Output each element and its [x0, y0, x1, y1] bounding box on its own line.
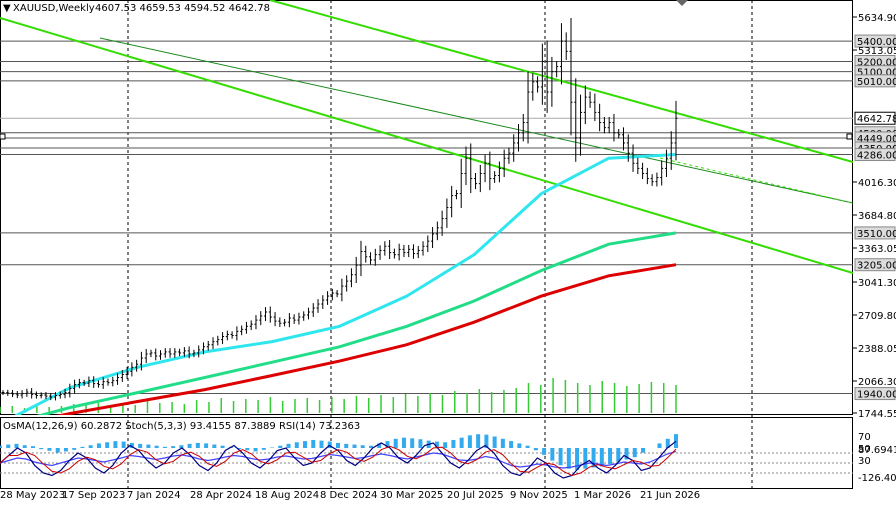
price-level-box: [854, 34, 896, 48]
price-tick-label: 3363.05: [858, 244, 896, 255]
price-level-label: 5200.00: [857, 58, 896, 69]
time-tick-label: 7 Jan 2024: [127, 490, 181, 501]
time-tick-label: 21 Jun 2026: [640, 490, 700, 501]
time-tick-label: 8 Dec 2024: [320, 490, 378, 501]
moving-average-line: [14, 153, 677, 415]
indicator-header: OsMA(12,26,9) 60.2872 Stoch(5,3,3) 93.41…: [3, 421, 360, 432]
chart-ohlc: 4607.53 4659.53 4594.52 4642.78: [95, 3, 270, 14]
price-axis: 5634.90 5313.05 4016.30 3684.80 3363.05 3041.…: [853, 13, 896, 484]
price-tick-label: 2066.30: [858, 377, 896, 388]
price-tick-label: 3684.80: [858, 211, 896, 222]
indicator-tick-label: 87.6941: [858, 445, 896, 456]
main-panel-frame: [0, 0, 853, 415]
chart-title-arrow-icon[interactable]: ▼: [3, 3, 11, 14]
current-price-label: 4642.78: [857, 114, 896, 125]
price-tick-label: 4016.30: [858, 178, 896, 189]
indicator-tick-label: 70: [858, 432, 871, 443]
time-tick-label: 28 Apr 2024: [190, 490, 252, 501]
price-tick-label: 5634.90: [858, 13, 896, 24]
chart-symbol: XAUUSD,Weekly: [13, 3, 95, 14]
right-scroll-marker-icon[interactable]: [846, 133, 853, 140]
price-level-label: 5400.00: [857, 37, 896, 48]
moving-average-line: [36, 231, 677, 415]
price-level-label: 4286.00: [857, 151, 896, 162]
price-tick-label: 2709.80: [858, 311, 896, 322]
price-bars: [1, 18, 678, 401]
time-tick-label: 28 May 2023: [0, 490, 65, 501]
time-tick-label: 30 Mar 2025: [380, 490, 443, 501]
price-tick-label: 1744.55: [858, 409, 896, 420]
time-tick-label: 20 Jul 2025: [447, 490, 504, 501]
stoch-signal-line: [0, 445, 677, 477]
moving-average-line: [55, 263, 677, 415]
price-tick-label: 5313.05: [858, 46, 896, 57]
indicator-tick-label: 30: [858, 456, 871, 467]
price-level-box: [854, 226, 896, 240]
price-levels: 5400.005200.005100.005010.004500.004449.…: [0, 34, 896, 401]
channel-extension-line: [659, 157, 853, 204]
price-tick-label: 2388.05: [858, 344, 896, 355]
price-level-label: 5100.00: [857, 68, 896, 79]
price-level-box: [854, 74, 896, 88]
price-level-label: 5010.00: [857, 77, 896, 88]
price-level-box: [854, 387, 896, 401]
indicator-tick-label: 50: [858, 444, 871, 455]
chart-shift-marker-icon[interactable]: [676, 0, 688, 6]
channel-lower-line: [0, 17, 853, 274]
price-level-label: 3510.00: [857, 229, 896, 240]
left-scroll-marker-icon[interactable]: [0, 133, 6, 140]
indicator-plots: [0, 434, 853, 479]
time-tick-label: 18 Aug 2024: [255, 490, 319, 501]
channel-mid-line: [99, 37, 853, 204]
price-tick-label: 3041.30: [858, 278, 896, 289]
price-level-label: 4449.00: [857, 134, 896, 145]
indicator-tick-label: -126.4087: [858, 473, 896, 484]
stoch-main-line: [0, 440, 677, 479]
rsi-line: [0, 450, 677, 469]
time-tick-label: 17 Sep 2023: [62, 490, 125, 501]
price-level-label: 1940.00: [857, 390, 896, 401]
time-tick-label: 1 Mar 2026: [574, 490, 631, 501]
current-price-box: [854, 111, 896, 125]
price-level-box: [854, 148, 896, 162]
price-level-box: [854, 258, 896, 272]
price-level-label: 3205.00: [857, 261, 896, 272]
time-tick-label: 9 Nov 2025: [510, 490, 568, 501]
moving-averages: [14, 153, 677, 415]
